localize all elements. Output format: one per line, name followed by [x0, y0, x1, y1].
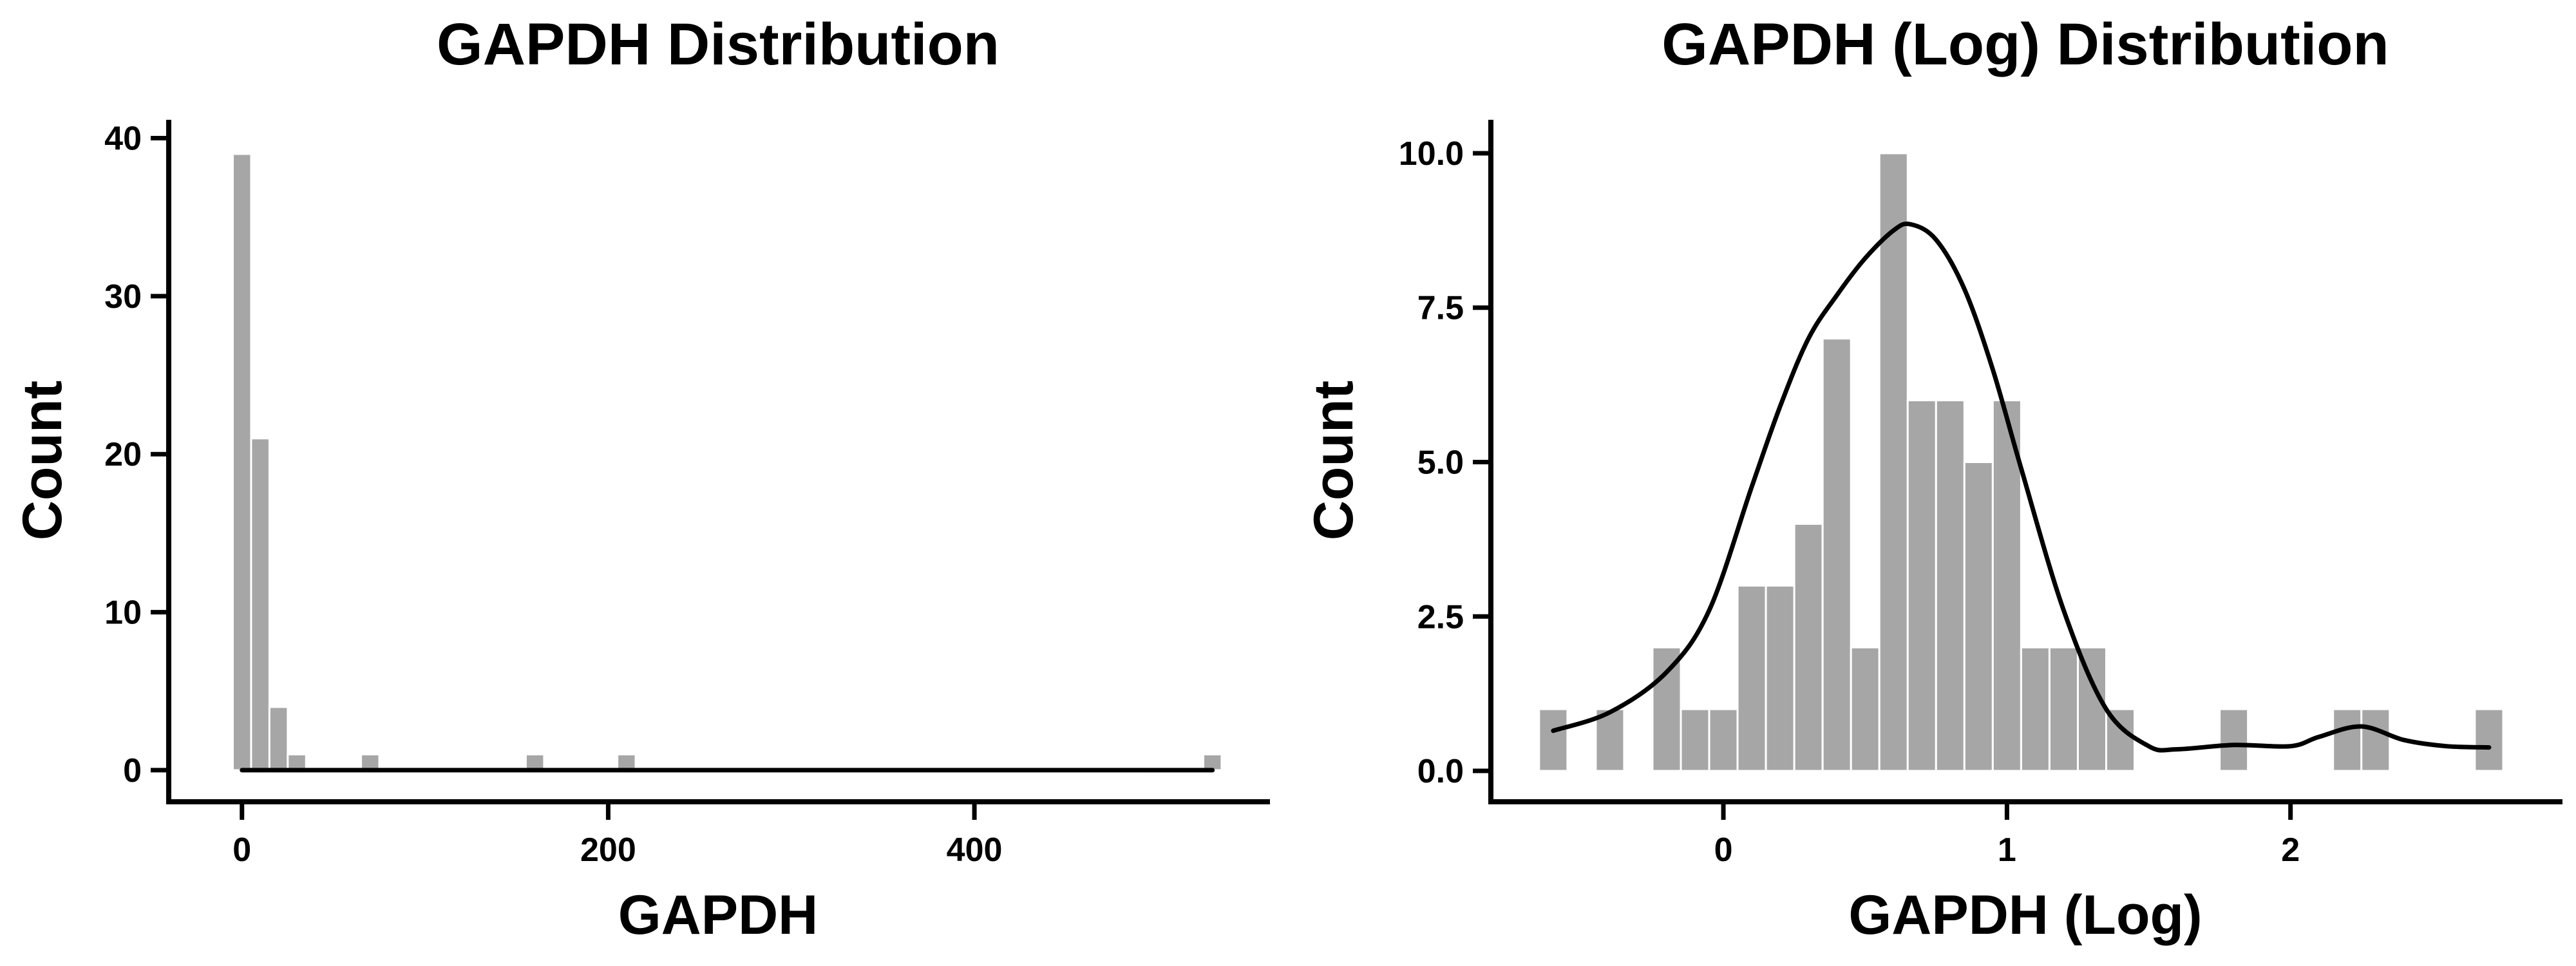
y-axis-label: Count [1303, 381, 1365, 540]
histogram-bar-7 [1793, 522, 1824, 772]
y-tick-label: 40 [104, 120, 142, 158]
histogram-bar-5 [524, 753, 545, 772]
histogram-bar-0 [232, 153, 252, 772]
histogram-bar-8 [1821, 337, 1852, 772]
x-tick-label: 1 [1998, 831, 2016, 869]
y-tick-label: 5.0 [1417, 444, 1464, 482]
histogram-bar-2 [268, 706, 289, 772]
axes: 0.0 2.5 5.0 7.5 10.0 0 1 2 [1399, 120, 2562, 869]
histogram-bar-20 [2332, 708, 2363, 772]
histogram-panel-log: GAPDH (Log) Distribution GAPDH (Log) Cou… [1303, 12, 2562, 946]
bar-group [232, 153, 1223, 772]
histogram-bar-22 [2474, 708, 2505, 772]
histogram-bar-12 [1935, 399, 1965, 772]
x-tick-label: 400 [947, 831, 1003, 869]
histogram-bar-9 [1850, 646, 1880, 772]
histogram-bar-11 [1906, 399, 1937, 772]
y-tick-label: 0.0 [1417, 753, 1464, 790]
x-tick-label: 0 [1714, 831, 1733, 869]
y-tick-label: 0 [123, 752, 142, 790]
histogram-bar-15 [2020, 646, 2050, 772]
histogram-bar-4 [1708, 708, 1739, 772]
histogram-bar-7 [1202, 753, 1223, 772]
chart-title: GAPDH (Log) Distribution [1662, 12, 2389, 77]
y-tick-label: 30 [104, 278, 142, 316]
x-tick-label: 200 [580, 831, 636, 869]
x-axis-label: GAPDH [618, 884, 819, 946]
histogram-bar-5 [1736, 584, 1767, 772]
histogram-bar-6 [616, 753, 637, 772]
y-tick-label: 10 [104, 594, 142, 632]
x-tick-label: 2 [2281, 831, 2300, 869]
histogram-bar-21 [2360, 708, 2391, 772]
histogram-bar-6 [1765, 584, 1795, 772]
histogram-bar-1 [1595, 708, 1625, 772]
kde-group [1551, 222, 2492, 753]
histogram-bar-4 [360, 753, 381, 772]
y-tick-label: 10.0 [1399, 135, 1464, 173]
x-tick-label: 0 [232, 831, 251, 869]
y-tick-label: 7.5 [1417, 290, 1464, 327]
y-tick-label: 20 [104, 436, 142, 473]
bar-group [1538, 152, 2505, 772]
y-tick-label: 2.5 [1417, 598, 1464, 636]
histogram-bar-0 [1538, 708, 1569, 772]
histogram-bar-2 [1651, 646, 1682, 772]
histogram-bar-3 [287, 753, 307, 772]
x-axis-label: GAPDH (Log) [1848, 884, 2202, 946]
histogram-bar-16 [2048, 646, 2079, 772]
chart-title: GAPDH Distribution [437, 12, 999, 77]
histogram-bar-3 [1680, 708, 1710, 772]
histogram-bar-17 [2076, 646, 2107, 772]
histogram-bar-13 [1963, 461, 1994, 772]
kde-line [1551, 222, 2492, 753]
histogram-bar-19 [2219, 708, 2249, 772]
histogram-bar-10 [1878, 152, 1909, 772]
histogram-panel-raw: GAPDH Distribution GAPDH Count 0 10 20 30 40… [12, 12, 1270, 946]
y-axis-label: Count [12, 381, 73, 540]
histogram-bar-1 [250, 437, 270, 772]
histogram-bar-14 [1991, 399, 2022, 772]
